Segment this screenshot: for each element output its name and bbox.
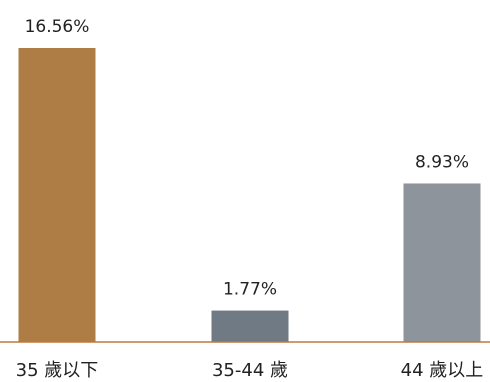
bar-3 xyxy=(403,183,481,342)
bar-2 xyxy=(211,310,289,342)
category-label-1: 35 歲以下 xyxy=(16,360,99,381)
bars-group xyxy=(18,48,481,342)
value-label-2: 1.77% xyxy=(223,280,277,300)
value-label-1: 16.56% xyxy=(25,17,90,37)
bar-1 xyxy=(18,48,96,342)
value-labels-group: 16.56% 1.77% 8.93% xyxy=(25,17,469,300)
category-label-3: 44 歲以上 xyxy=(401,360,484,381)
category-labels-group: 35 歲以下 35-44 歲 44 歲以上 xyxy=(16,360,484,381)
value-label-3: 8.93% xyxy=(415,152,469,172)
category-label-2: 35-44 歲 xyxy=(212,360,288,381)
